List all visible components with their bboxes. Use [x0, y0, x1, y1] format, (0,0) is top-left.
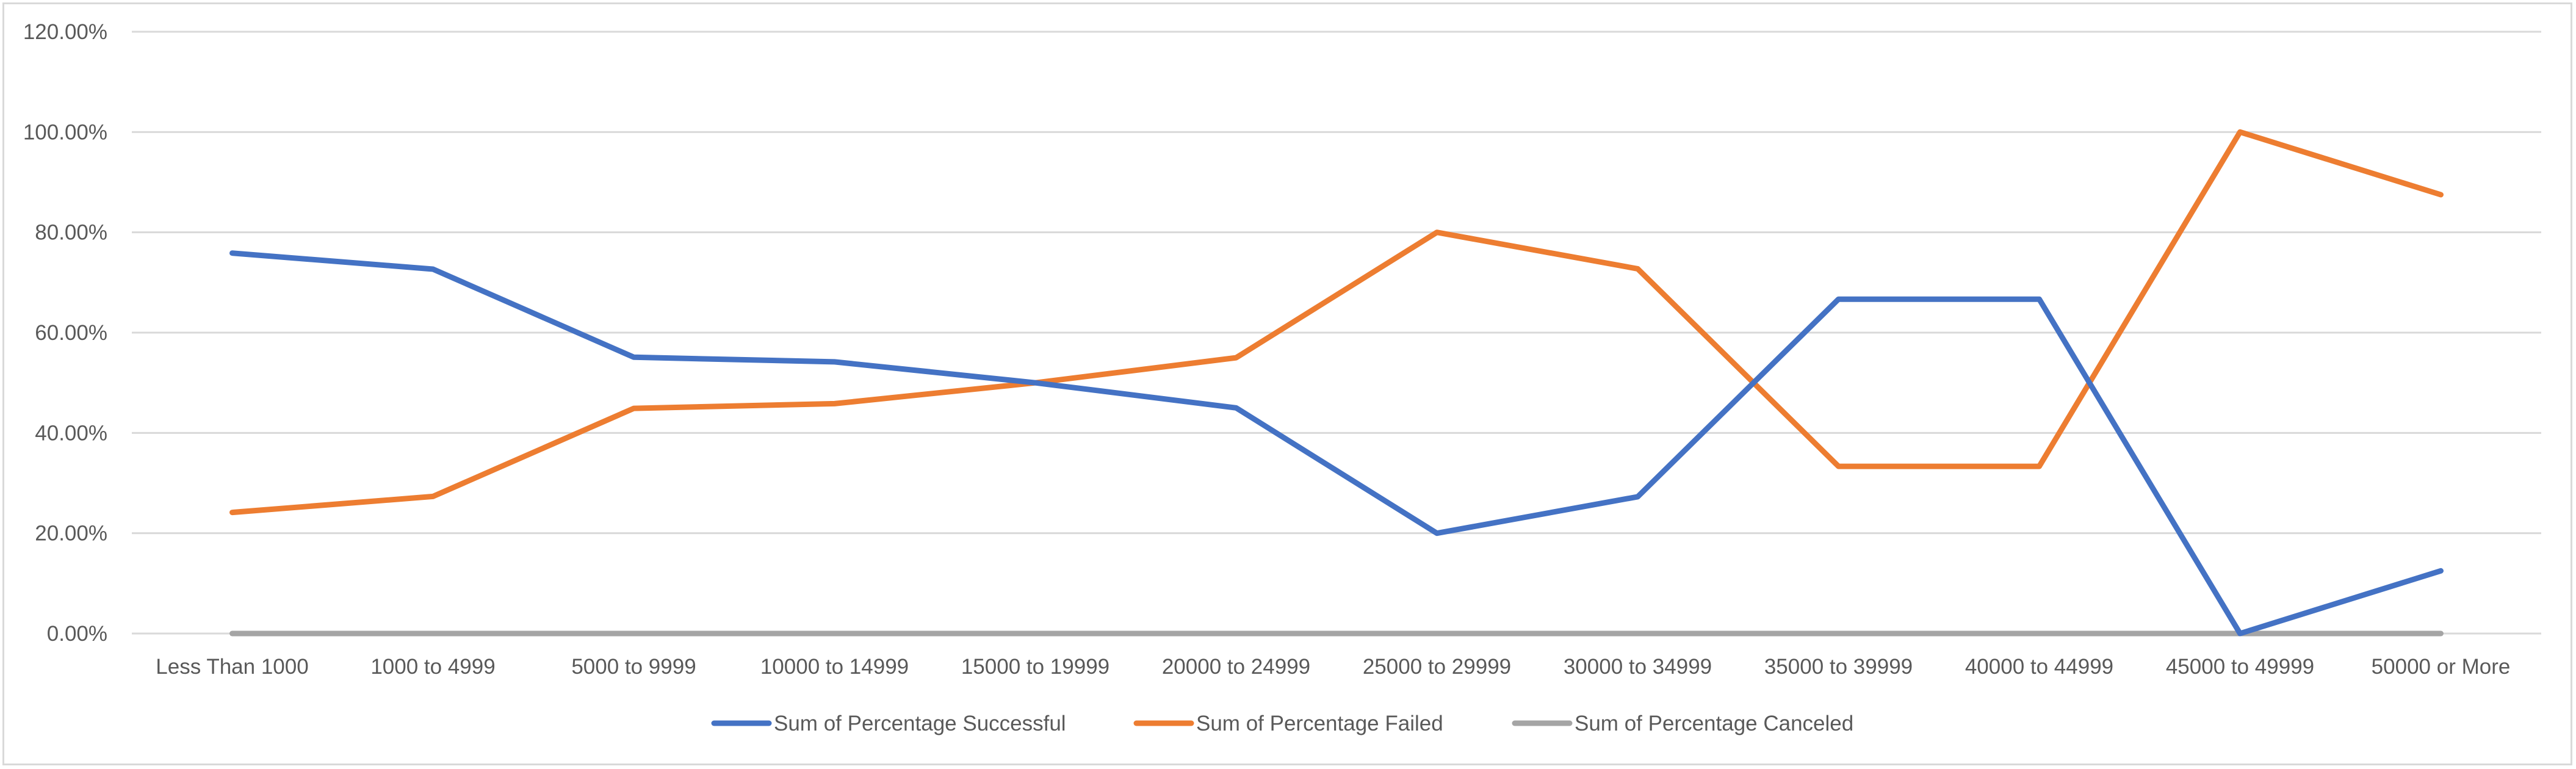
series-line-1[interactable]: [229, 129, 2444, 516]
y-tick-label: 100.00%: [23, 120, 107, 144]
x-tick-label: 15000 to 19999: [961, 655, 1109, 679]
gridlines: [132, 31, 2541, 635]
y-axis-tick-labels: 0.00% 20.00% 40.00% 60.00% 80.00% 100.00% 120.…: [23, 20, 107, 646]
legend-item[interactable]: Sum of Percentage Failed: [1133, 712, 1443, 735]
legend[interactable]: Sum of Percentage Successful Sum of Perce…: [711, 712, 1853, 735]
y-tick-label: 60.00%: [35, 321, 107, 345]
legend-label: Sum of Percentage Canceled: [1575, 712, 1853, 735]
x-tick-label: Less Than 1000: [156, 655, 308, 679]
x-tick-label: 30000 to 34999: [1564, 655, 1712, 679]
y-tick-label: 0.00%: [47, 622, 107, 646]
x-axis-tick-labels: Less Than 1000 1000 to 4999 5000 to 9999 10…: [156, 655, 2510, 679]
y-tick-label: 20.00%: [35, 522, 107, 546]
x-tick-label: 1000 to 4999: [370, 655, 495, 679]
series-line-0[interactable]: [229, 250, 2444, 637]
x-tick-label: 40000 to 44999: [1965, 655, 2113, 679]
y-tick-label: 120.00%: [23, 20, 107, 44]
y-tick-label: 40.00%: [35, 421, 107, 445]
legend-label: Sum of Percentage Successful: [774, 712, 1066, 735]
x-tick-label: 45000 to 49999: [2166, 655, 2314, 679]
x-tick-label: 25000 to 29999: [1363, 655, 1511, 679]
legend-item[interactable]: Sum of Percentage Canceled: [1512, 712, 1853, 735]
legend-label: Sum of Percentage Failed: [1196, 712, 1443, 735]
x-tick-label: 35000 to 39999: [1764, 655, 1913, 679]
x-tick-label: 5000 to 9999: [571, 655, 696, 679]
y-tick-label: 80.00%: [35, 221, 107, 245]
x-tick-label: 20000 to 24999: [1162, 655, 1310, 679]
x-tick-label: 10000 to 14999: [760, 655, 909, 679]
series-lines: [229, 129, 2444, 637]
legend-item[interactable]: Sum of Percentage Successful: [711, 712, 1066, 735]
x-tick-label: 50000 or More: [2372, 655, 2511, 679]
